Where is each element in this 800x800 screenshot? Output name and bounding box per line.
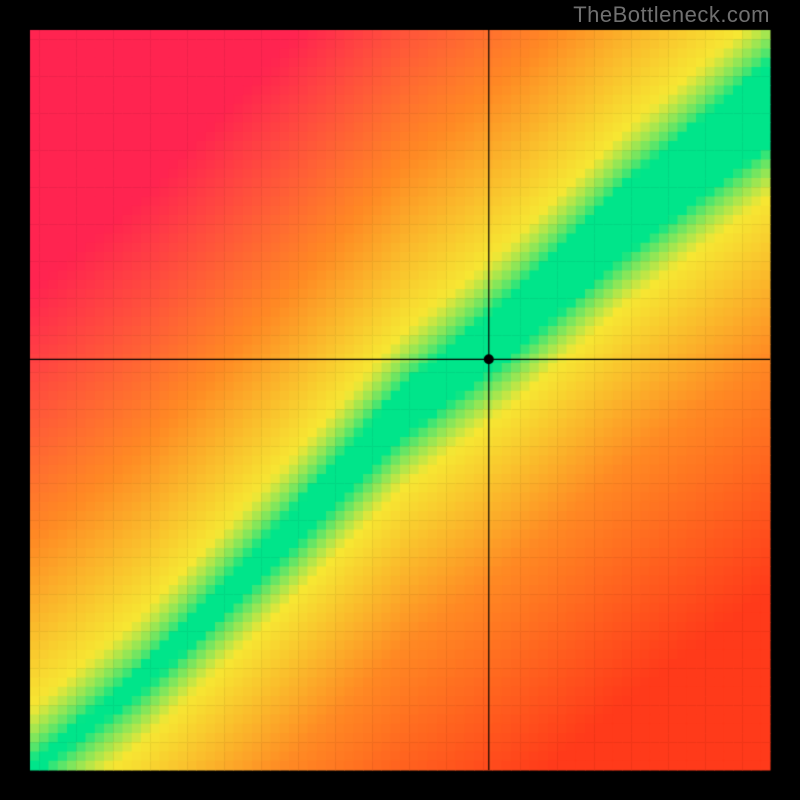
bottleneck-heatmap [0, 0, 800, 800]
chart-container: TheBottleneck.com [0, 0, 800, 800]
watermark-text: TheBottleneck.com [573, 2, 770, 28]
